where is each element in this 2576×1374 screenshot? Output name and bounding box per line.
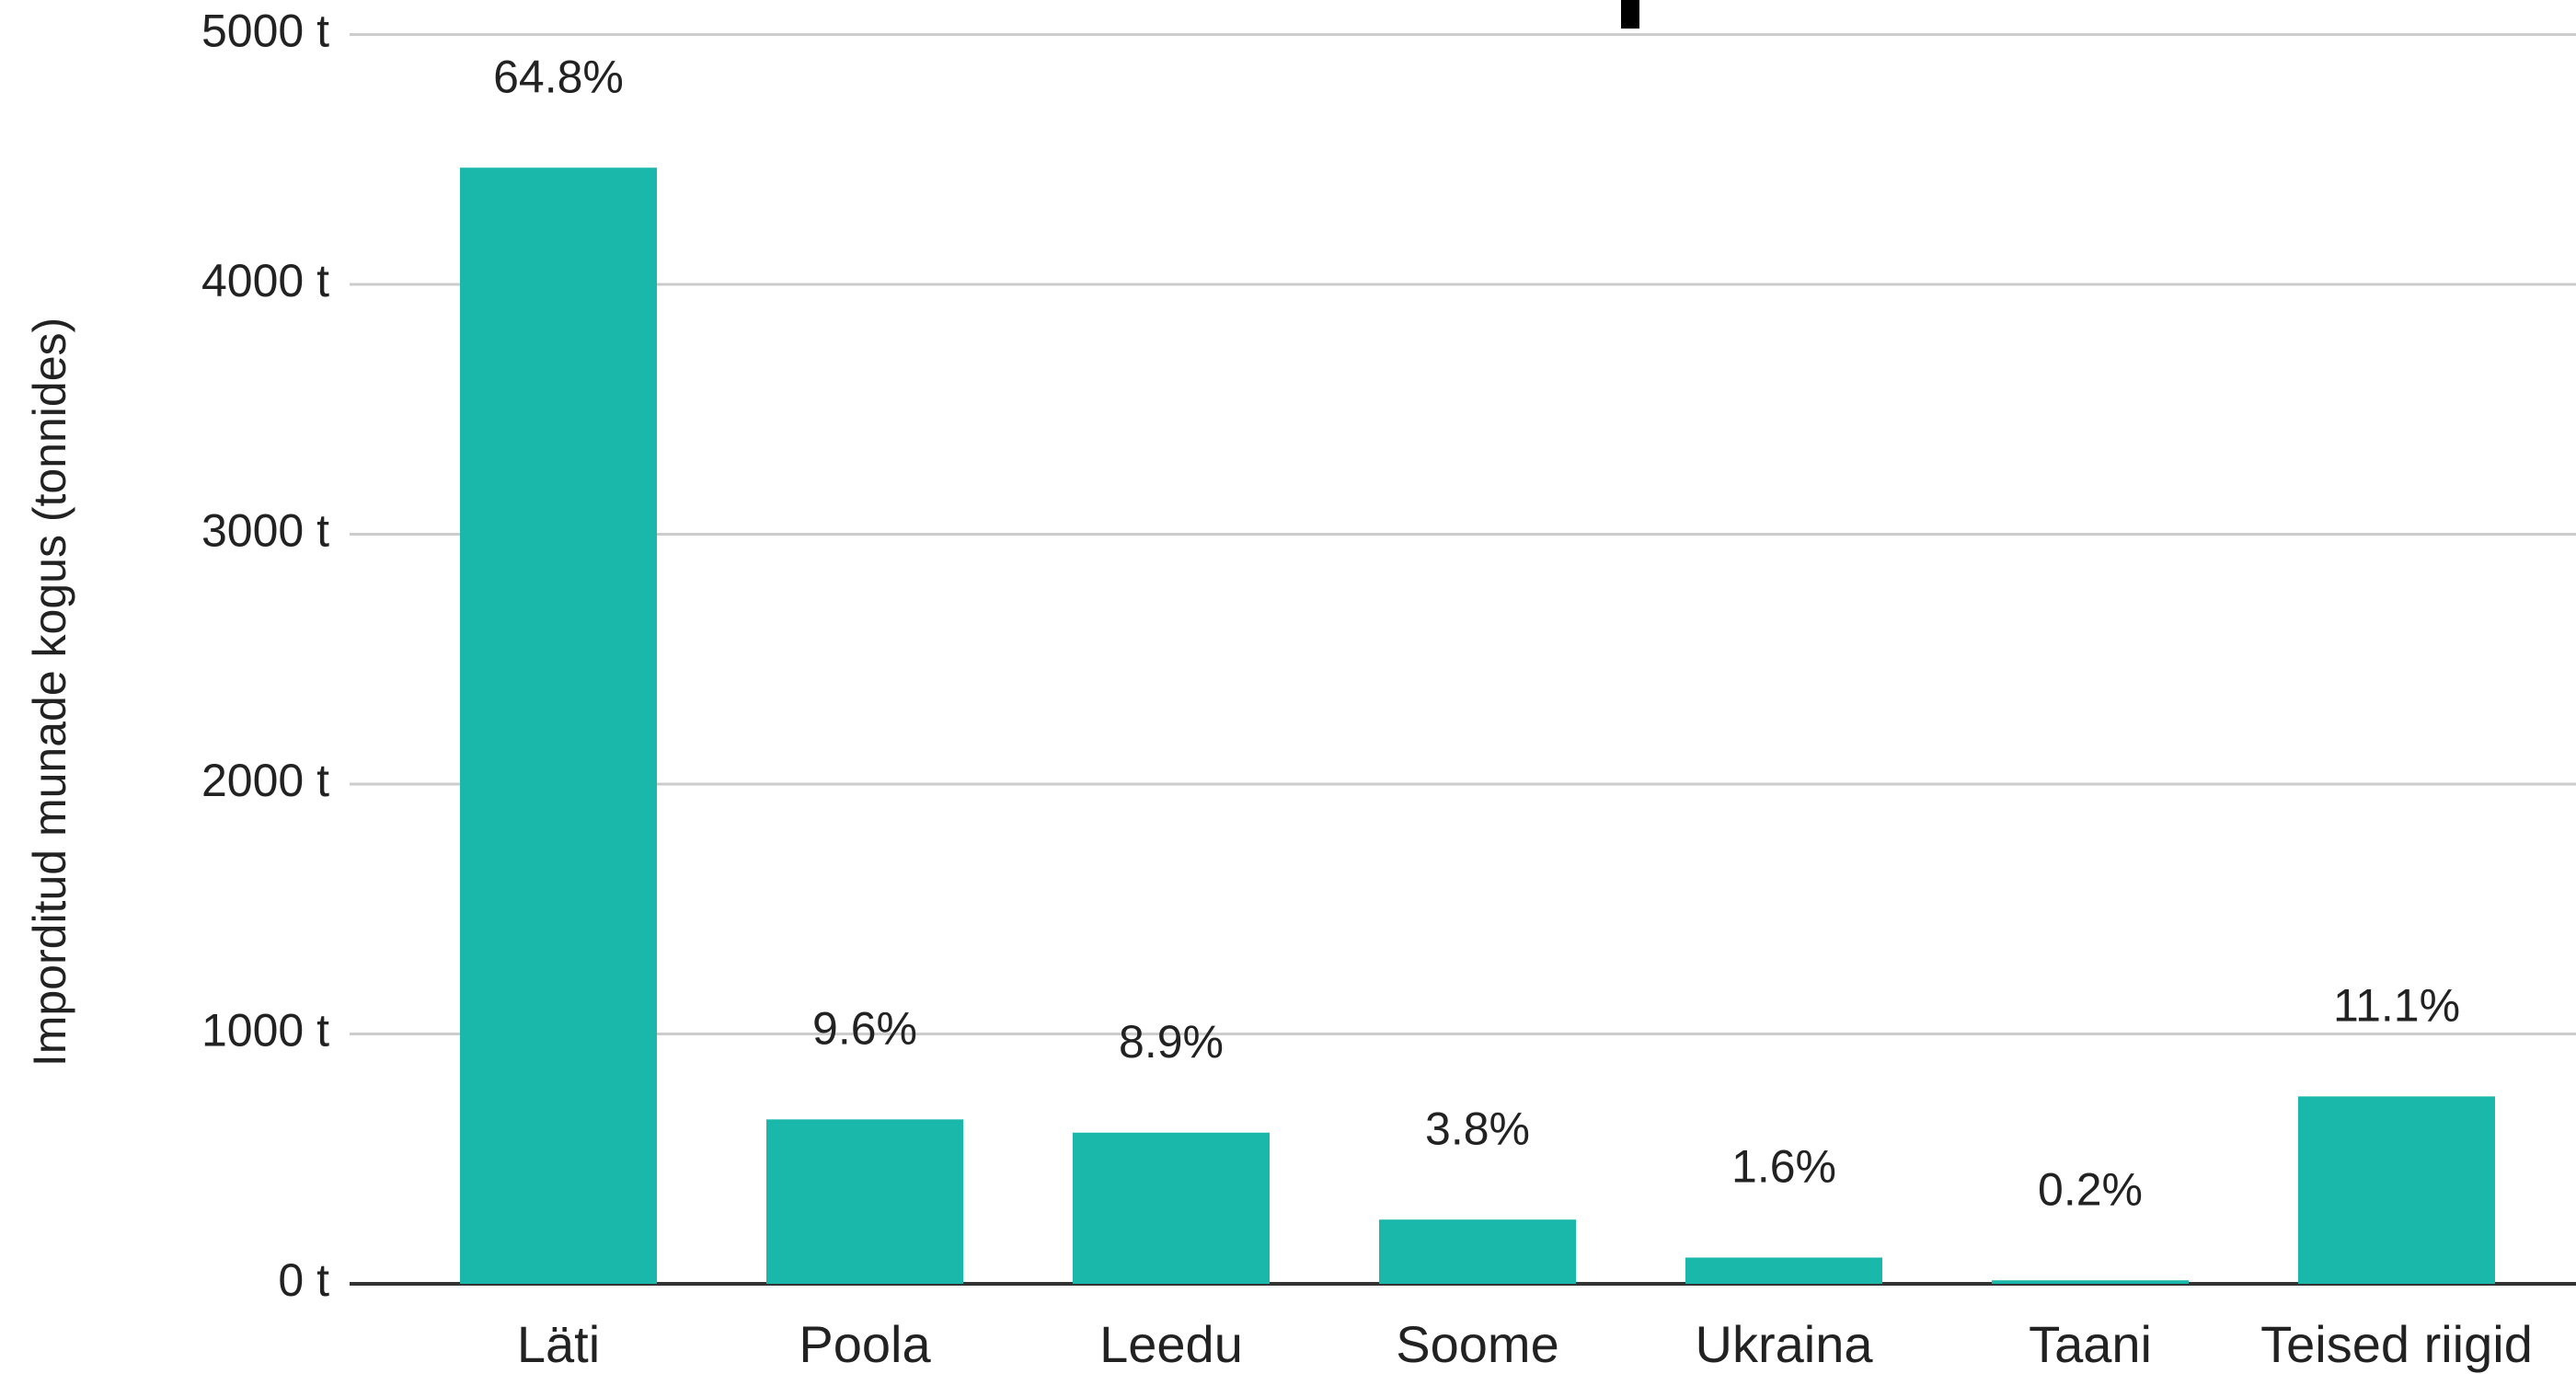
data-label: 11.1% xyxy=(2333,980,2460,1032)
bar xyxy=(2298,1096,2495,1284)
x-tick-label: Ukraina xyxy=(1696,1315,1874,1373)
y-tick-label: 1000 t xyxy=(201,1005,329,1056)
cut-off-mark xyxy=(1621,0,1639,29)
data-label: 0.2% xyxy=(2038,1163,2143,1215)
data-label: 8.9% xyxy=(1119,1016,1224,1068)
x-tick-label: Soome xyxy=(1396,1315,1558,1373)
data-label: 3.8% xyxy=(1425,1103,1530,1154)
y-tick-label: 3000 t xyxy=(201,505,329,557)
data-label: 9.6% xyxy=(812,1003,917,1055)
y-axis-title: Imporditud munade kogus (tonnides) xyxy=(24,318,75,1067)
x-tick-label: Leedu xyxy=(1099,1315,1243,1373)
x-tick-label: Taani xyxy=(2029,1315,2152,1373)
bar xyxy=(766,1119,963,1284)
data-label: 1.6% xyxy=(1731,1141,1836,1193)
y-tick-label: 5000 t xyxy=(201,6,329,57)
x-tick-label: Läti xyxy=(517,1315,600,1373)
x-tick-label: Poola xyxy=(799,1315,931,1373)
x-tick-label: Teised riigid xyxy=(2260,1315,2533,1373)
bar xyxy=(1073,1132,1270,1284)
data-label: 64.8% xyxy=(493,51,624,102)
bar xyxy=(1992,1280,2189,1284)
y-tick-label: 2000 t xyxy=(201,755,329,806)
y-tick-label: 0 t xyxy=(278,1254,329,1306)
y-tick-label: 4000 t xyxy=(201,255,329,306)
bar xyxy=(1379,1219,1576,1284)
bar xyxy=(1685,1257,1882,1284)
bar xyxy=(460,167,657,1285)
